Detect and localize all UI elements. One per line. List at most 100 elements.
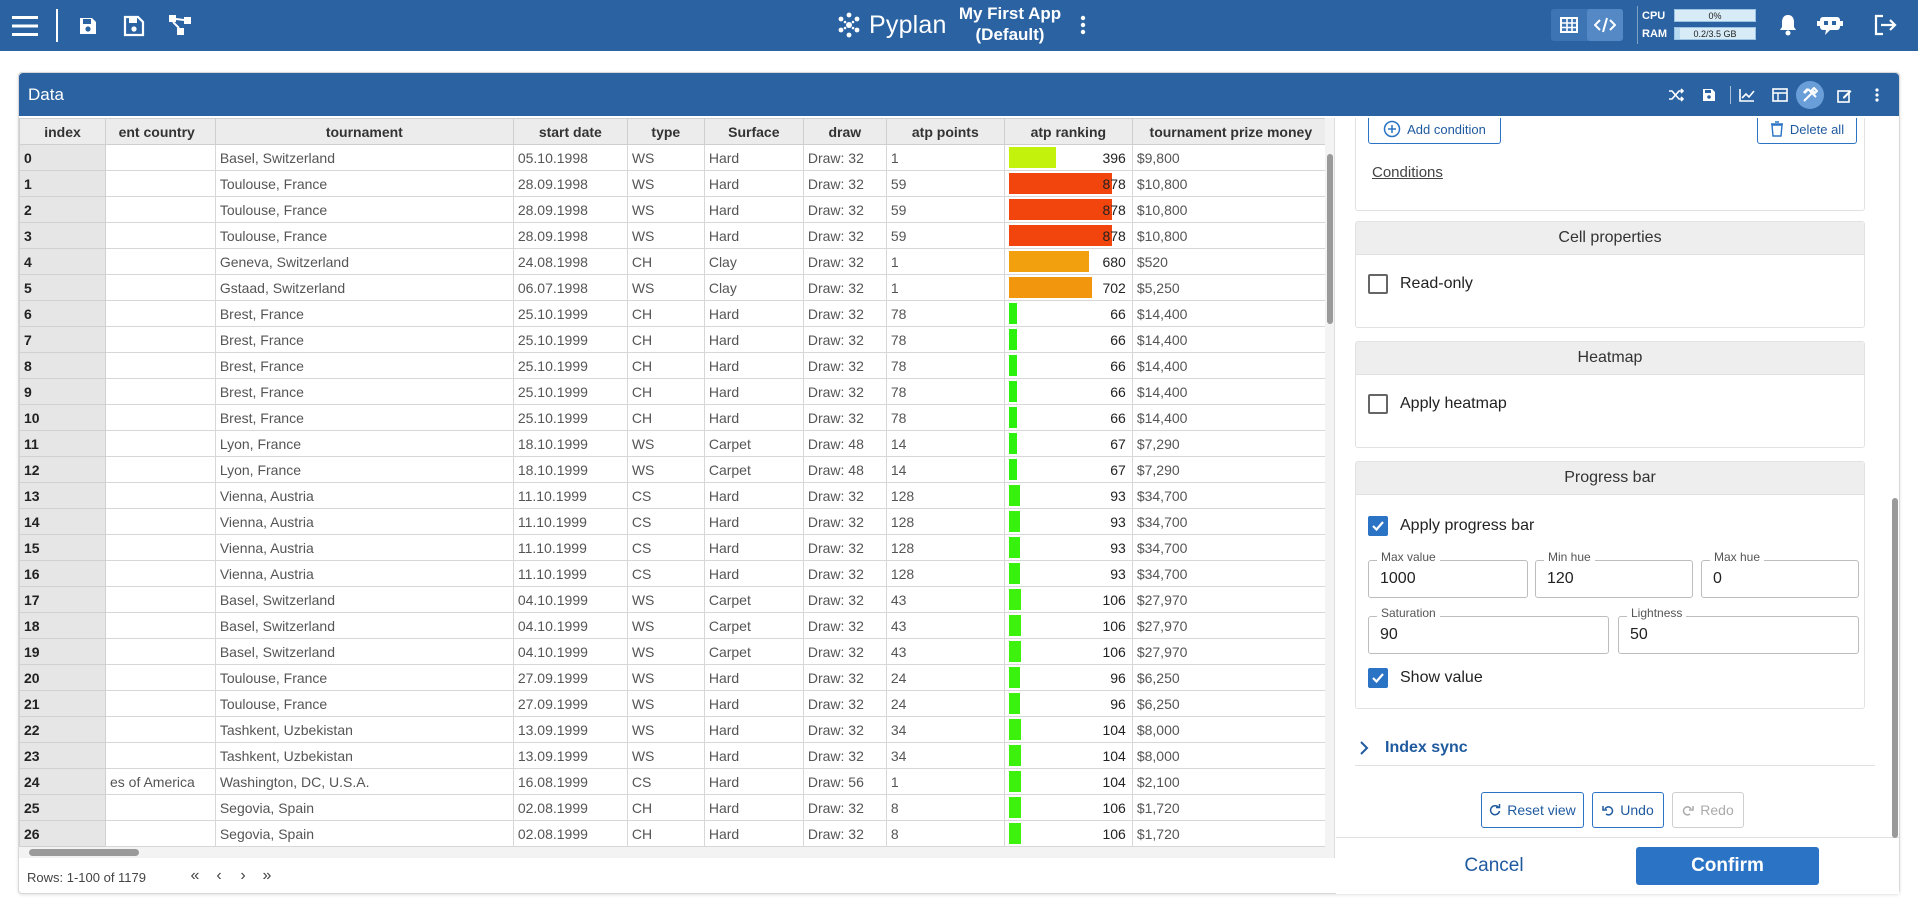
draw-cell[interactable]: Draw: 32 (802, 404, 887, 431)
type-cell[interactable]: WS (626, 430, 705, 457)
draw-cell[interactable]: Draw: 32 (802, 586, 887, 613)
prize-money-cell[interactable]: $27,970 (1131, 612, 1330, 639)
start-date-cell[interactable]: 25.10.1999 (512, 352, 628, 379)
prize-money-cell[interactable]: $8,000 (1131, 716, 1330, 743)
type-cell[interactable]: WS (626, 196, 705, 223)
chart-icon[interactable] (1736, 84, 1758, 106)
atp-points-cell[interactable]: 1 (885, 144, 1005, 171)
table-row[interactable]: 16 Vienna, Austria 11.10.1999 CS Hard Draw: 3… (19, 560, 1330, 587)
type-cell[interactable]: WS (626, 664, 705, 691)
type-cell[interactable]: CH (626, 794, 705, 821)
table-row[interactable]: 12 Lyon, France 18.10.1999 WS Carpet Draw: 48… (19, 456, 1330, 483)
atp-points-cell[interactable]: 1 (885, 768, 1005, 795)
type-cell[interactable]: WS (626, 638, 705, 665)
atp-ranking-cell[interactable]: 67 (1003, 430, 1133, 457)
surface-cell[interactable]: Carpet (703, 586, 804, 613)
table-row[interactable]: 14 Vienna, Austria 11.10.1999 CS Hard Draw: 3… (19, 508, 1330, 535)
atp-points-cell[interactable]: 14 (885, 456, 1005, 483)
tournament-cell[interactable]: Toulouse, France (214, 222, 514, 249)
atp-ranking-cell[interactable]: 104 (1003, 768, 1133, 795)
country-cell[interactable] (105, 664, 216, 691)
atp-ranking-cell[interactable]: 93 (1003, 482, 1133, 509)
draw-cell[interactable]: Draw: 32 (802, 716, 887, 743)
assistant-icon[interactable] (1815, 12, 1845, 38)
min-hue-input[interactable] (1547, 570, 1672, 588)
table-row[interactable]: 15 Vienna, Austria 11.10.1999 CS Hard Draw: 3… (19, 534, 1330, 561)
atp-points-cell[interactable]: 34 (885, 716, 1005, 743)
undo-button[interactable]: Undo (1592, 792, 1664, 828)
type-cell[interactable]: CH (626, 326, 705, 353)
draw-cell[interactable]: Draw: 32 (802, 664, 887, 691)
start-date-cell[interactable]: 11.10.1999 (512, 534, 628, 561)
country-cell[interactable] (105, 144, 216, 171)
atp-ranking-cell[interactable]: 93 (1003, 508, 1133, 535)
atp-ranking-cell[interactable]: 106 (1003, 820, 1133, 847)
type-cell[interactable]: CS (626, 534, 705, 561)
atp-ranking-cell[interactable]: 106 (1003, 638, 1133, 665)
type-cell[interactable]: CS (626, 482, 705, 509)
country-cell[interactable] (105, 586, 216, 613)
atp-points-cell[interactable]: 34 (885, 742, 1005, 769)
prize-money-cell[interactable]: $14,400 (1131, 404, 1330, 431)
surface-cell[interactable]: Clay (703, 248, 804, 275)
tournament-cell[interactable]: Basel, Switzerland (214, 612, 514, 639)
row-index-cell[interactable]: 26 (19, 820, 106, 847)
prize-money-cell[interactable]: $6,250 (1131, 664, 1330, 691)
atp-ranking-cell[interactable]: 106 (1003, 794, 1133, 821)
header-atp-ranking[interactable]: atp ranking (1003, 118, 1133, 145)
type-cell[interactable]: CH (626, 820, 705, 847)
atp-points-cell[interactable]: 1 (885, 248, 1005, 275)
surface-cell[interactable]: Hard (703, 170, 804, 197)
tournament-cell[interactable]: Toulouse, France (214, 690, 514, 717)
surface-cell[interactable]: Clay (703, 274, 804, 301)
tournament-cell[interactable]: Brest, France (214, 378, 514, 405)
horizontal-scroll-thumb[interactable] (29, 849, 139, 856)
table-row[interactable]: 19 Basel, Switzerland 04.10.1999 WS Carpet Dr… (19, 638, 1330, 665)
table-row[interactable]: 21 Toulouse, France 27.09.1999 WS Hard Draw: … (19, 690, 1330, 717)
reset-view-button[interactable]: Reset view (1481, 792, 1584, 828)
row-index-cell[interactable]: 11 (19, 430, 106, 457)
draw-cell[interactable]: Draw: 32 (802, 352, 887, 379)
prize-money-cell[interactable]: $14,400 (1131, 300, 1330, 327)
type-cell[interactable]: CH (626, 404, 705, 431)
panel-scroll-thumb[interactable] (1892, 498, 1898, 838)
atp-ranking-cell[interactable]: 106 (1003, 586, 1133, 613)
prev-page-icon[interactable]: ‹ (216, 867, 222, 884)
header-surface[interactable]: Surface (703, 118, 804, 145)
table-row[interactable]: 5 Gstaad, Switzerland 06.07.1998 WS Clay Draw… (19, 274, 1330, 301)
type-cell[interactable]: CH (626, 300, 705, 327)
row-index-cell[interactable]: 22 (19, 716, 106, 743)
horizontal-scrollbar[interactable] (19, 847, 1325, 858)
read-only-checkbox[interactable] (1368, 274, 1388, 294)
start-date-cell[interactable]: 25.10.1999 (512, 300, 628, 327)
delete-all-button[interactable]: Delete all (1757, 118, 1857, 144)
table-row[interactable]: 11 Lyon, France 18.10.1999 WS Carpet Draw: 48… (19, 430, 1330, 457)
surface-cell[interactable]: Hard (703, 690, 804, 717)
atp-ranking-cell[interactable]: 66 (1003, 352, 1133, 379)
atp-ranking-cell[interactable]: 106 (1003, 612, 1133, 639)
max-value-input[interactable] (1380, 570, 1507, 588)
type-cell[interactable]: CH (626, 378, 705, 405)
draw-cell[interactable]: Draw: 48 (802, 430, 887, 457)
start-date-cell[interactable]: 16.08.1999 (512, 768, 628, 795)
header-country[interactable]: ent country (105, 118, 216, 145)
type-cell[interactable]: WS (626, 612, 705, 639)
draw-cell[interactable]: Draw: 32 (802, 248, 887, 275)
tournament-cell[interactable]: Toulouse, France (214, 170, 514, 197)
index-sync-row[interactable]: Index sync (1355, 730, 1875, 766)
surface-cell[interactable]: Hard (703, 222, 804, 249)
prize-money-cell[interactable]: $7,290 (1131, 430, 1330, 457)
draw-cell[interactable]: Draw: 32 (802, 560, 887, 587)
prize-money-cell[interactable]: $34,700 (1131, 508, 1330, 535)
atp-points-cell[interactable]: 128 (885, 560, 1005, 587)
draw-cell[interactable]: Draw: 32 (802, 742, 887, 769)
table-row[interactable]: 18 Basel, Switzerland 04.10.1999 WS Carpet Dr… (19, 612, 1330, 639)
header-tournament[interactable]: tournament (214, 118, 514, 145)
draw-cell[interactable]: Draw: 32 (802, 170, 887, 197)
table-row[interactable]: 24 es of America Washington, DC, U.S.A. 16.… (19, 768, 1330, 795)
atp-points-cell[interactable]: 1 (885, 274, 1005, 301)
surface-cell[interactable]: Hard (703, 144, 804, 171)
tournament-cell[interactable]: Lyon, France (214, 430, 514, 457)
atp-points-cell[interactable]: 59 (885, 196, 1005, 223)
country-cell[interactable] (105, 638, 216, 665)
